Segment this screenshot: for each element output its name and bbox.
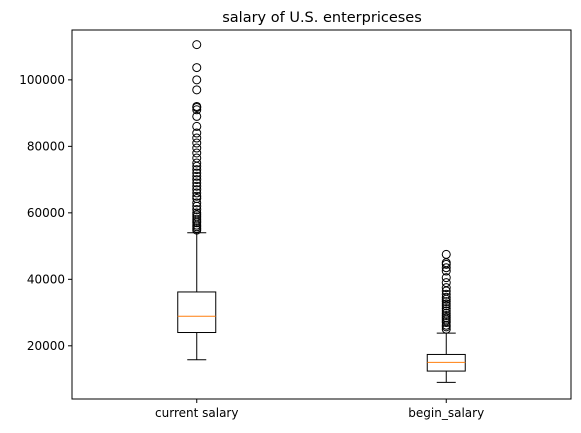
outlier-point [193, 64, 201, 72]
y-tick-label: 40000 [27, 273, 65, 287]
outlier-point [193, 86, 201, 94]
y-tick-label: 20000 [27, 339, 65, 353]
x-tick-label: current salary [155, 406, 238, 420]
x-tick-label: begin_salary [408, 406, 484, 420]
y-tick-label: 100000 [19, 73, 65, 87]
outlier-point [193, 76, 201, 84]
plot-area: 20000 40000 60000 80000 100000 current salary… [19, 41, 484, 420]
y-tick-label: 80000 [27, 140, 65, 154]
outlier-point [193, 41, 201, 49]
axes-frame [72, 30, 571, 399]
box-iqr [178, 292, 216, 333]
y-tick-label: 60000 [27, 206, 65, 220]
chart-title: salary of U.S. enterpriceses [222, 10, 422, 26]
outlier-point [442, 250, 450, 258]
